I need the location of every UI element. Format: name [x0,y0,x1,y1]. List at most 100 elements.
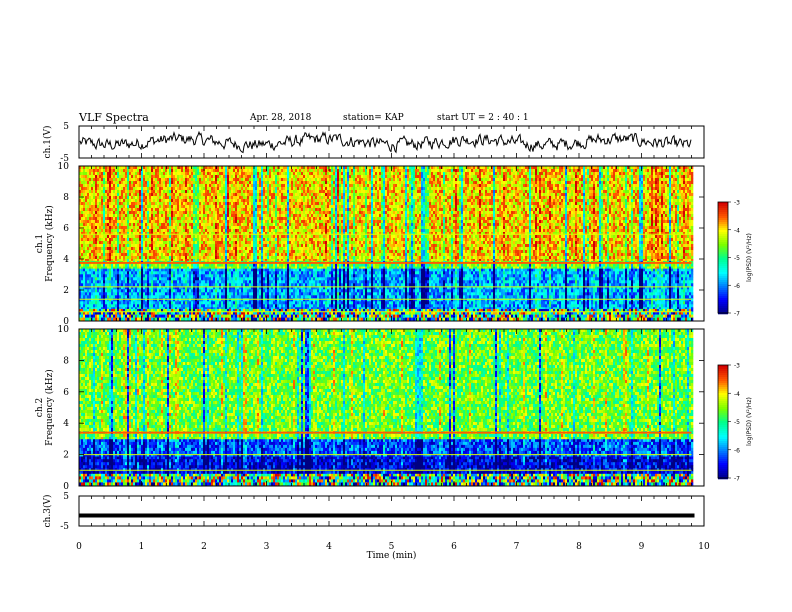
heatmap-cell [147,318,149,321]
heatmap-cell [531,315,533,318]
heatmap-cell [93,318,95,321]
heatmap-cell [107,315,109,318]
heatmap-cell [439,268,441,271]
heatmap-cell [519,315,521,318]
heatmap-cell [333,318,335,321]
heatmap-cell [385,268,387,271]
heatmap-cell [135,268,137,271]
heatmap-cell [385,318,387,321]
heatmap-cell [503,268,505,271]
heatmap-cell [685,315,687,318]
heatmap-cell [405,268,407,271]
heatmap-cell [255,315,257,318]
heatmap-cell [659,315,661,318]
heatmap-cell [401,268,403,271]
heatmap-cell [305,315,307,318]
heatmap-cell [653,315,655,318]
heatmap-cell [249,315,251,318]
ch1-waveform-panel: 5-5ch.1(V) [42,122,704,164]
heatmap-cell [97,268,99,271]
heatmap-cell [647,318,649,321]
heatmap-cell [227,268,229,271]
heatmap-cell [561,315,563,318]
heatmap-cell [451,318,453,321]
heatmap-cell [121,318,123,321]
heatmap-cell [435,318,437,321]
heatmap-cell [83,268,85,271]
heatmap-cell [407,315,409,318]
heatmap-cell [297,268,299,271]
heatmap-cell [215,315,217,318]
heatmap-cell [239,315,241,318]
heatmap-cell [91,268,93,271]
heatmap-cell [233,315,235,318]
heatmap-cell [347,268,349,271]
heatmap-cell [175,315,177,318]
heatmap-cell [417,268,419,271]
heatmap-cell [285,268,287,271]
heatmap-cell [381,318,383,321]
heatmap-cell [259,268,261,271]
heatmap-cell [387,315,389,318]
heatmap-cell [485,315,487,318]
heatmap-cell [675,315,677,318]
ch1-spectrogram-panel: 0246810ch.1 Frequency (kHz) [35,162,704,327]
heatmap-cell [457,315,459,318]
heatmap-cell [289,315,291,318]
heatmap-cell [293,315,295,318]
heatmap-cell [177,315,179,318]
heatmap-cell [101,318,103,321]
heatmap-cell [165,315,167,318]
heatmap-cell [275,318,277,321]
heatmap-cell [433,318,435,321]
heatmap-cell [689,315,691,318]
heatmap-cell [215,268,217,271]
heatmap-cell [87,268,89,271]
heatmap-cell [147,315,149,318]
heatmap-cell [195,318,197,321]
heatmap-cell [225,268,227,271]
heatmap-cell [369,318,371,321]
heatmap-cell [359,315,361,318]
heatmap-cell [97,318,99,321]
heatmap-cell [455,318,457,321]
heatmap-cell [193,315,195,318]
heatmap-cell [271,315,273,318]
vlf-spectra-figure: 5-5ch.1(V) 0246810ch.1 Frequency (kHz) 02… [0,0,792,612]
heatmap-cell [583,318,585,321]
heatmap-cell [321,315,323,318]
heatmap-cell [559,315,561,318]
heatmap-cell [337,318,339,321]
heatmap-cell [117,315,119,318]
heatmap-cell [101,315,103,318]
heatmap-cell [155,268,157,271]
heatmap-cell [489,318,491,321]
heatmap-cell [513,315,515,318]
heatmap-cell [105,315,107,318]
heatmap-cell [307,315,309,318]
heatmap-cell [351,268,353,271]
heatmap-cell [103,268,105,271]
heatmap-cell [473,268,475,271]
heatmap-cell [187,318,189,321]
heatmap-cell [397,318,399,321]
heatmap-cell [201,315,203,318]
heatmap-cell [279,268,281,271]
heatmap-cell [439,315,441,318]
heatmap-cell [681,318,683,321]
heatmap-cell [161,268,163,271]
heatmap-cell [669,315,671,318]
heatmap-cell [519,318,521,321]
heatmap-cell [395,315,397,318]
heatmap-cell [637,315,639,318]
heatmap-cell [587,315,589,318]
heatmap-cell [109,318,111,321]
heatmap-cell [461,315,463,318]
heatmap-cell [337,315,339,318]
heatmap-cell [183,318,185,321]
heatmap-cell [581,318,583,321]
heatmap-cell [179,315,181,318]
heatmap-cell [163,268,165,271]
heatmap-cell [163,315,165,318]
heatmap-cell [523,315,525,318]
